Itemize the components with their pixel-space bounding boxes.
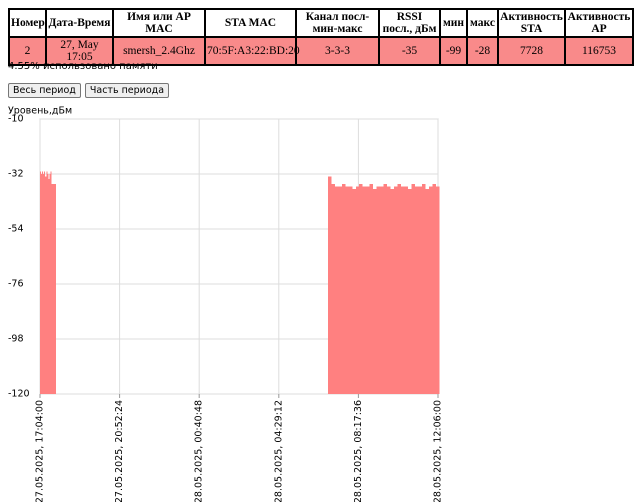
area-bar [45,176,47,394]
y-tick-label: -32 [8,169,24,180]
info-table: Номер Дата-Время Имя или AP MAC STA MAC Кана… [8,8,634,66]
area-bar [404,186,409,394]
y-axis-label: Уровень,дБм [8,106,72,117]
header-cell: мин [440,9,467,37]
memory-text: 4.55% использовано памяти [8,61,158,72]
area-bar [359,184,363,394]
table-cell: -28 [467,37,498,65]
area-bar [380,186,384,394]
x-tick-label: 28.05.2025, 00:40:48 [194,400,205,502]
full-period-button[interactable]: Весь период [8,83,81,98]
area-bar [341,184,346,394]
table-cell: 27, May 17:05 [46,37,113,65]
table-cell: 7728 [498,37,565,65]
table-body: 2 27, May 17:05 smersh_2.4Ghz 70:5F:A3:22:B… [9,37,633,65]
area-bar [43,174,45,394]
x-tick-label: 28.05.2025, 04:29:12 [273,400,284,502]
area-bar [366,186,370,394]
area-bar [52,184,57,394]
chart: Уровень,дБм -120 -98 -76 -54 -32 -10 27.05.202… [8,106,444,502]
area-bar [352,189,356,394]
table-row: 2 27, May 17:05 smersh_2.4Ghz 70:5F:A3:22:B… [9,37,633,65]
area-bar [414,186,419,394]
x-tick-label: 28.05.2025, 08:17:36 [353,400,364,502]
area-bar [47,174,49,394]
area-bar [428,186,433,394]
area-bar [373,189,377,394]
header-cell: Дата-Время [46,9,113,37]
area-bar [42,171,44,394]
table-cell: -35 [379,37,440,65]
y-tick-label: -10 [8,114,24,125]
area-bar [48,179,50,394]
area-bar [41,174,43,394]
area-bar [348,186,353,394]
area-bar [397,184,402,394]
area-bar [345,186,349,394]
x-tick-label: 28.05.2025, 12:06:00 [433,400,444,502]
area-bar [46,171,48,394]
area-bar [40,171,42,394]
header-cell: макс [467,9,498,37]
header-cell: RSSI посл., дБм [379,9,440,37]
table-cell: smersh_2.4Ghz [113,37,205,65]
area-bar [394,186,398,394]
header-cell: STA MAC [205,9,296,37]
table-cell: 70:5F:A3:22:BD:20 [205,37,300,65]
area-bar [49,174,51,394]
area-bar [355,186,360,394]
header-cell: Активность AP [565,9,633,37]
table-cell: -99 [440,37,467,65]
area-bar [418,186,422,394]
area-bar [387,186,391,394]
area-bar [390,189,395,394]
area-bar [408,189,412,394]
area-bar [421,184,426,394]
area-bar [334,186,339,394]
y-tick-label: -76 [8,279,24,290]
area-bar [44,171,46,394]
area-bar [383,184,388,394]
area-bar [50,171,52,394]
button-bar: Весь период Часть периода [8,83,170,98]
area-bar [51,184,53,394]
area-bar [432,184,436,394]
area-bar [401,186,405,394]
area-bar [425,189,429,394]
x-tick-label: 27.05.2025, 17:04:00 [35,400,46,502]
header-cell: Канал посл-мин-макс [296,9,379,37]
area-bar [327,176,332,394]
area-bar [411,184,415,394]
table-cell: 116753 [565,37,633,65]
table-cell: 3-3-3 [296,37,379,65]
part-period-button[interactable]: Часть периода [84,83,170,98]
x-tick-label: 27.05.2025, 20:52:24 [114,400,125,502]
area-bar [376,186,381,394]
header-cell: Имя или AP MAC [113,9,205,37]
table-cell: 2 [9,37,46,65]
header-row: Номер Дата-Время Имя или AP MAC STA MAC Кана… [9,9,633,37]
header-cell: Номер [9,9,46,37]
area-bar [331,184,335,394]
y-tick-label: -54 [8,224,24,235]
y-tick-label: -120 [8,389,30,400]
header-cell: Активность STA [498,9,565,37]
area-bar [362,186,367,394]
area-bar [435,186,440,394]
area-bar [338,186,342,394]
y-tick-label: -98 [8,334,24,345]
area-bar [369,184,374,394]
